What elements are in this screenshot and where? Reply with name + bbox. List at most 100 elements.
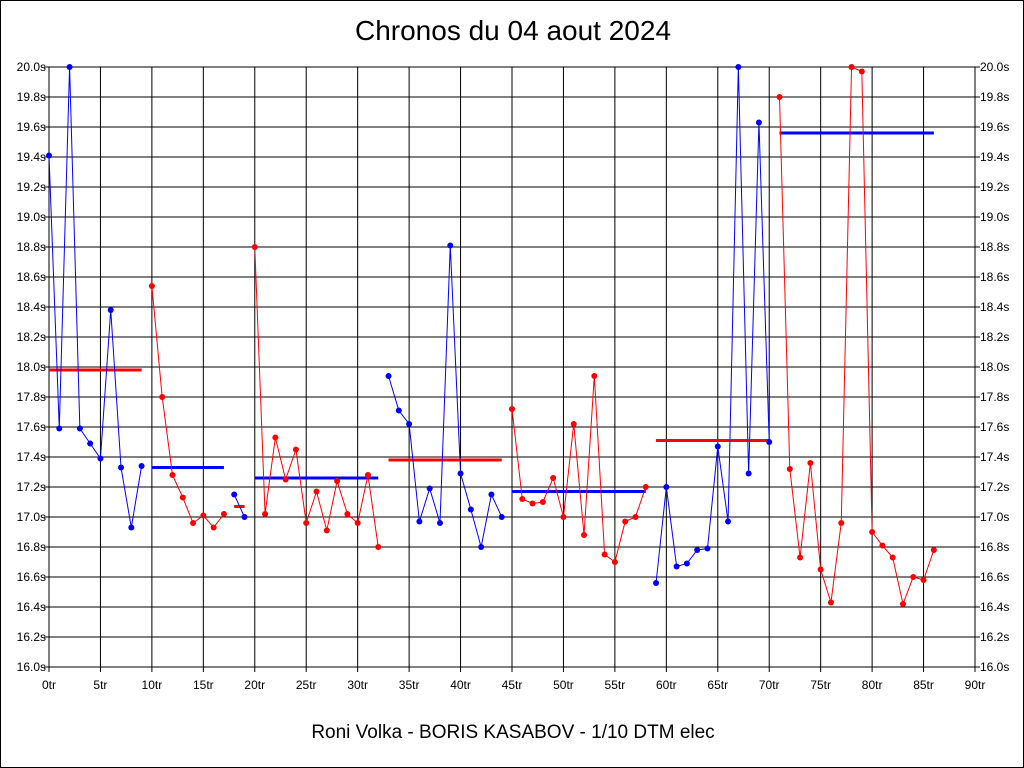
lap-time-point xyxy=(755,119,762,126)
y-tick-label-left: 19.8s xyxy=(17,90,46,104)
lap-time-point xyxy=(118,464,125,471)
lap-time-point xyxy=(560,514,567,520)
lap-time-point xyxy=(879,542,886,549)
y-tick-label-left: 17.6s xyxy=(17,420,46,434)
x-tick-label: 45tr xyxy=(502,678,523,692)
lap-time-point xyxy=(817,566,824,573)
x-tick-label: 80tr xyxy=(862,678,883,692)
lap-time-point xyxy=(827,599,834,606)
y-tick-label-left: 16.0s xyxy=(17,660,46,674)
lap-time-point xyxy=(848,64,855,70)
y-tick-label-left: 18.8s xyxy=(17,240,46,254)
y-tick-label-left: 16.6s xyxy=(17,570,46,584)
lap-time-point xyxy=(375,544,382,550)
y-tick-label-left: 19.6s xyxy=(17,120,46,134)
lap-time-point xyxy=(539,499,546,505)
y-tick-label-left: 19.4s xyxy=(17,150,46,164)
y-tick-label-right: 18.4s xyxy=(980,300,1009,314)
lap-time-point xyxy=(138,463,145,469)
lap-time-point xyxy=(87,440,94,447)
lap-time-point xyxy=(807,460,814,466)
lap-time-point xyxy=(550,475,557,481)
lap-time-point xyxy=(632,514,639,520)
lap-time-point xyxy=(683,560,690,567)
stint-series-line xyxy=(151,285,225,529)
y-tick-label-right: 19.6s xyxy=(980,120,1009,134)
lap-time-point xyxy=(570,421,577,427)
x-tick-label: 10tr xyxy=(142,678,163,692)
lap-time-point xyxy=(611,559,618,565)
y-tick-label-left: 16.8s xyxy=(17,540,46,554)
x-tick-label: 60tr xyxy=(656,678,677,692)
lap-time-point xyxy=(169,472,176,478)
lap-time-point xyxy=(262,511,269,517)
lap-time-point xyxy=(591,373,598,379)
lap-time-point xyxy=(797,554,804,561)
y-tick-label-left: 18.4s xyxy=(17,300,46,314)
lap-time-point xyxy=(838,520,845,526)
y-tick-label-right: 18.6s xyxy=(980,270,1009,284)
lap-time-point xyxy=(344,511,351,517)
y-tick-label-left: 17.8s xyxy=(17,390,46,404)
lap-time-point xyxy=(869,529,876,535)
y-tick-label-right: 18.0s xyxy=(980,360,1009,374)
y-tick-label-right: 16.8s xyxy=(980,540,1009,554)
chart-title: Chronos du 04 aout 2024 xyxy=(354,15,672,46)
lap-time-point xyxy=(56,425,63,432)
lap-time-point xyxy=(179,494,186,501)
lap-time-point xyxy=(776,94,783,100)
lap-time-point xyxy=(97,455,104,462)
y-tick-label-right: 17.0s xyxy=(980,510,1009,524)
lap-time-point xyxy=(910,574,917,580)
lap-time-point xyxy=(663,484,670,490)
lap-time-point xyxy=(725,518,732,525)
lap-time-point xyxy=(786,466,793,472)
x-tick-label: 15tr xyxy=(193,678,214,692)
lap-time-point xyxy=(406,421,413,427)
lap-time-point xyxy=(642,484,649,490)
lap-time-point xyxy=(354,520,361,526)
x-tick-label: 65tr xyxy=(707,678,728,692)
x-tick-label: 20tr xyxy=(244,678,265,692)
lap-time-point xyxy=(46,152,52,159)
x-tick-label: 70tr xyxy=(759,678,780,692)
y-tick-label-right: 19.8s xyxy=(980,90,1009,104)
lap-time-point xyxy=(766,439,773,445)
y-tick-label-right: 16.4s xyxy=(980,600,1009,614)
y-tick-label-right: 17.6s xyxy=(980,420,1009,434)
lap-time-point xyxy=(488,491,495,498)
y-tick-label-right: 16.6s xyxy=(980,570,1009,584)
lap-time-point xyxy=(128,524,135,531)
y-tick-label-right: 17.8s xyxy=(980,390,1009,404)
lap-time-point xyxy=(66,64,73,70)
lap-time-point xyxy=(220,511,227,517)
lap-time-point xyxy=(899,601,906,607)
lap-time-point xyxy=(889,554,896,561)
y-tick-label-right: 20.0s xyxy=(980,60,1009,74)
x-tick-label: 35tr xyxy=(399,678,420,692)
y-tick-label-left: 17.2s xyxy=(17,480,46,494)
lap-time-point xyxy=(509,406,515,412)
stint-series-line xyxy=(779,66,935,606)
lap-time-point xyxy=(323,527,330,534)
lap-time-point xyxy=(714,443,721,450)
lap-time-point xyxy=(303,520,310,526)
y-tick-label-left: 19.0s xyxy=(17,210,46,224)
x-tick-label: 0tr xyxy=(42,678,56,692)
y-tick-label-right: 19.2s xyxy=(980,180,1009,194)
x-tick-label: 5tr xyxy=(93,678,107,692)
y-tick-label-right: 17.2s xyxy=(980,480,1009,494)
lap-time-point xyxy=(858,68,865,75)
y-tick-label-left: 16.4s xyxy=(17,600,46,614)
lap-time-point xyxy=(241,514,248,520)
x-tick-label: 30tr xyxy=(347,678,368,692)
lap-time-point xyxy=(334,478,341,484)
lap-time-point xyxy=(581,532,588,538)
lap-time-point xyxy=(210,524,217,531)
x-tick-label: 85tr xyxy=(913,678,934,692)
lap-time-point xyxy=(735,64,742,70)
lap-time-point xyxy=(930,547,937,553)
y-tick-label-right: 18.2s xyxy=(980,330,1009,344)
